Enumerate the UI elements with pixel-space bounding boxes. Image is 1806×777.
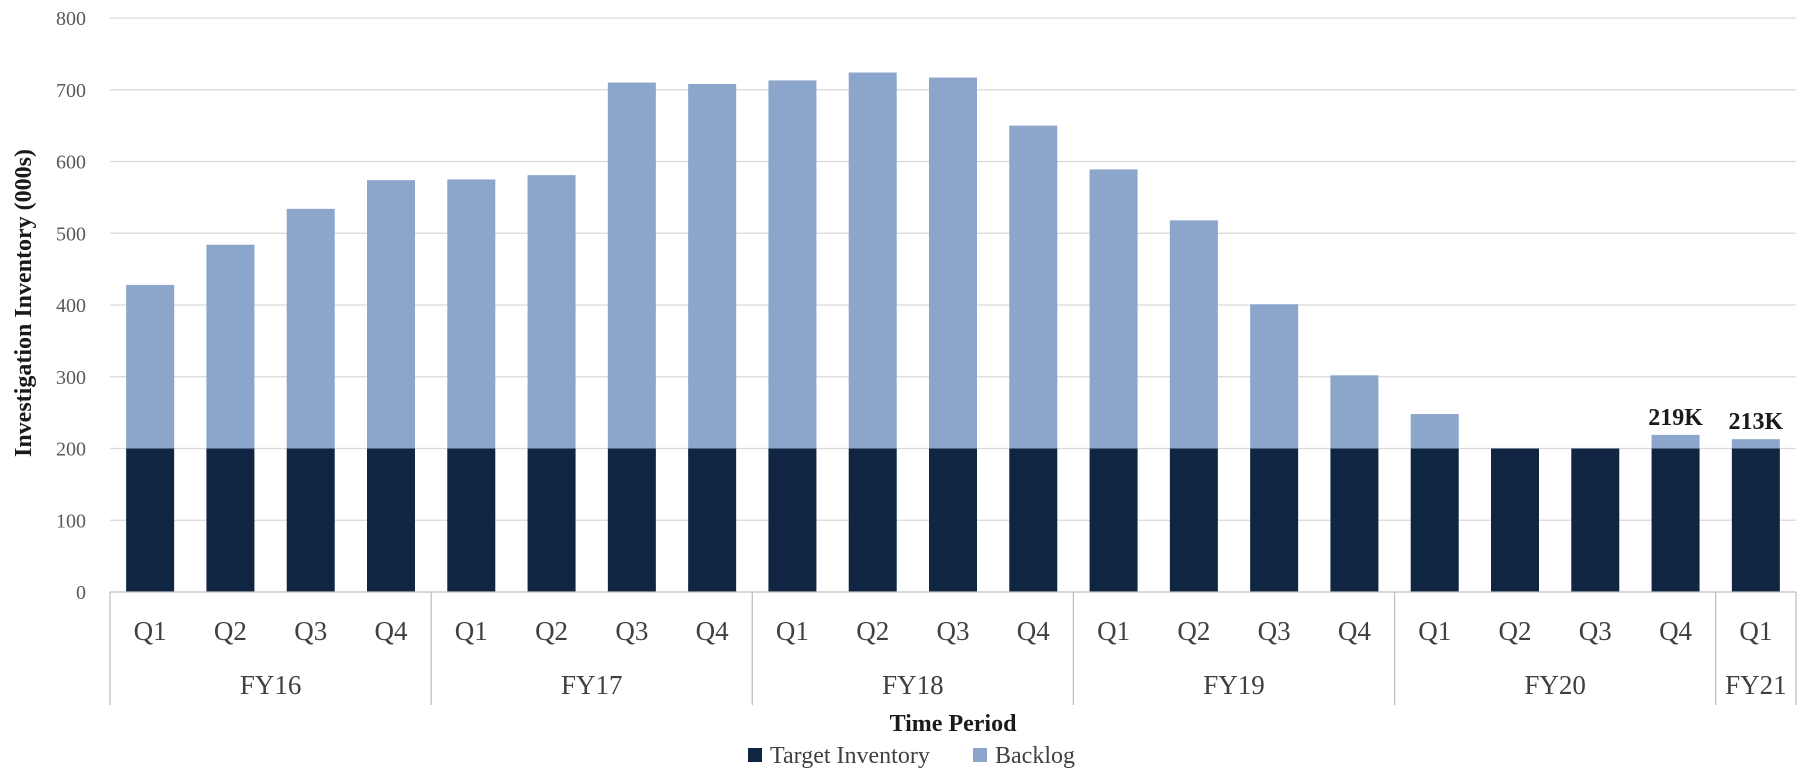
- bar-backlog: [1330, 375, 1379, 449]
- bars: [126, 72, 1780, 592]
- bar-target-inventory: [929, 448, 977, 592]
- x-tick-label: Q2: [535, 616, 568, 646]
- bar-target-inventory: [1330, 448, 1379, 592]
- bar-target-inventory: [206, 448, 255, 592]
- bar-backlog: [1651, 434, 1700, 449]
- x-tick-label: Q2: [1177, 616, 1210, 646]
- y-tick-label: 0: [76, 582, 86, 604]
- y-axis-title: Investigation Inventory (000s): [11, 149, 37, 457]
- x-tick-label: Q3: [294, 616, 327, 646]
- x-axis-title: Time Period: [890, 711, 1018, 737]
- x-tick-label: Q4: [1659, 616, 1692, 646]
- bar-backlog: [1731, 439, 1780, 449]
- bar-target-inventory: [1410, 448, 1459, 592]
- x-tick-label: Q4: [696, 616, 729, 646]
- x-group-label: FY21: [1725, 670, 1787, 700]
- x-tick-label: Q1: [776, 616, 809, 646]
- y-tick-label: 300: [56, 367, 86, 389]
- x-tick-label: Q2: [214, 616, 247, 646]
- x-tick-label: Q4: [375, 616, 408, 646]
- bar-target-inventory: [1491, 448, 1539, 592]
- x-tick-label: Q3: [937, 616, 970, 646]
- x-tick-label: Q2: [856, 616, 889, 646]
- bar-backlog: [367, 180, 415, 449]
- y-tick-label: 700: [56, 80, 86, 102]
- bar-target-inventory: [527, 448, 576, 592]
- bar-target-inventory: [768, 448, 817, 592]
- bar-target-inventory: [607, 448, 656, 592]
- x-tick-label: Q1: [134, 616, 167, 646]
- bar-backlog: [768, 80, 817, 449]
- x-tick-label: Q1: [1418, 616, 1451, 646]
- bar-target-inventory: [1731, 448, 1780, 592]
- legend-swatch: [973, 748, 987, 762]
- y-tick-label: 100: [56, 510, 86, 532]
- legend-label: Target Inventory: [770, 743, 930, 769]
- data-label: 219K: [1648, 405, 1703, 431]
- bar-target-inventory: [1651, 448, 1700, 592]
- bar-backlog: [1250, 304, 1299, 449]
- x-axis: Q1 Q2 Q3 Q4 Q1 Q2 Q3 Q4 Q1 Q2 Q3 Q4 Q1 Q2 Q3 Q4 Q1 Q2 Q3 Q4…: [109, 591, 1797, 705]
- x-tick-label: Q3: [1258, 616, 1291, 646]
- bar-backlog: [286, 208, 335, 449]
- bar-target-inventory: [688, 448, 737, 592]
- data-labels: 219K 213K: [1648, 405, 1783, 435]
- y-tick-label: 800: [56, 8, 86, 30]
- legend: Target Inventory Backlog: [748, 743, 1075, 769]
- bar-backlog: [1410, 414, 1459, 449]
- bar-target-inventory: [1571, 448, 1620, 592]
- bar-backlog: [929, 77, 977, 449]
- bar-backlog: [206, 244, 255, 449]
- x-group-label: FY18: [882, 670, 944, 700]
- bar-backlog: [848, 72, 897, 449]
- x-tick-label: Q3: [615, 616, 648, 646]
- x-group-label: FY16: [240, 670, 302, 700]
- bar-target-inventory: [286, 448, 335, 592]
- x-tick-label: Q4: [1017, 616, 1050, 646]
- bar-target-inventory: [1250, 448, 1299, 592]
- x-tick-label: Q1: [1097, 616, 1130, 646]
- bar-backlog: [1089, 169, 1138, 449]
- x-tick-label: Q3: [1579, 616, 1612, 646]
- bar-target-inventory: [848, 448, 897, 592]
- y-tick-label: 200: [56, 439, 86, 461]
- x-group-label: FY20: [1524, 670, 1586, 700]
- bar-backlog: [447, 179, 496, 449]
- x-tick-label: Q1: [1739, 616, 1772, 646]
- bar-backlog: [1009, 125, 1058, 449]
- legend-label: Backlog: [995, 743, 1075, 769]
- bar-target-inventory: [367, 448, 415, 592]
- bar-backlog: [126, 284, 175, 449]
- data-label: 213K: [1729, 409, 1784, 435]
- x-tick-label: Q1: [455, 616, 488, 646]
- x-group-label: FY19: [1203, 670, 1265, 700]
- bar-backlog: [527, 175, 576, 449]
- y-tick-label: 600: [56, 152, 86, 174]
- legend-swatch: [748, 748, 762, 762]
- x-tick-label: Q4: [1338, 616, 1371, 646]
- bar-target-inventory: [1089, 448, 1138, 592]
- y-axis-ticks: 0 100 200 300 400 500 600 700 800: [56, 8, 86, 604]
- x-group-label: FY17: [561, 670, 623, 700]
- bar-target-inventory: [447, 448, 496, 592]
- bar-target-inventory: [126, 448, 175, 592]
- bar-backlog: [688, 84, 737, 449]
- y-tick-label: 400: [56, 295, 86, 317]
- y-tick-label: 500: [56, 223, 86, 245]
- bar-target-inventory: [1169, 448, 1218, 592]
- bar-target-inventory: [1009, 448, 1058, 592]
- bar-backlog: [1169, 220, 1218, 449]
- x-tick-label: Q2: [1499, 616, 1532, 646]
- bar-backlog: [607, 82, 656, 449]
